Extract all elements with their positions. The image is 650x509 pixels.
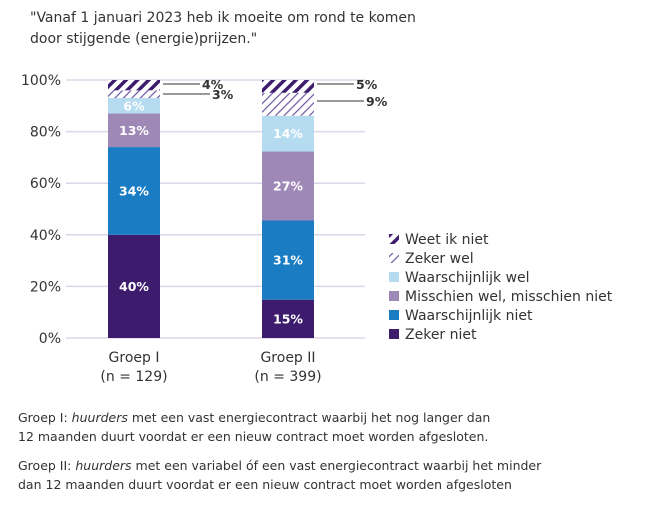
bar-segment [262, 220, 314, 300]
data-label: 15% [273, 311, 303, 326]
x-category-label: Groep II [260, 350, 315, 366]
bar-segment [108, 90, 160, 99]
data-label: 27% [273, 179, 303, 194]
data-label: 4% [202, 77, 224, 92]
legend-swatch [389, 253, 399, 263]
data-label: 6% [123, 98, 145, 113]
bar-segment [108, 80, 160, 91]
legend-swatch [389, 291, 399, 301]
y-tick-label: 60% [30, 176, 61, 192]
legend-label: Misschien wel, misschien niet [405, 289, 613, 305]
x-category-n: (n = 399) [254, 369, 321, 385]
y-tick-label: 0% [39, 331, 61, 347]
legend-swatch [389, 329, 399, 339]
x-category-n: (n = 129) [100, 369, 167, 385]
note-text: met een variabel óf een vast energiecont… [131, 458, 542, 473]
bar-segment [262, 115, 314, 152]
x-category-label: Groep I [109, 350, 160, 366]
bar-segment [262, 299, 314, 338]
note-text: met een vast energiecontract waarbij het… [127, 410, 491, 425]
chart-title: "Vanaf 1 januari 2023 heb ik moeite om r… [30, 8, 470, 50]
bar-segment [108, 147, 160, 235]
note-emphasis: huurders [75, 458, 132, 473]
legend-swatch [389, 272, 399, 282]
data-label: 31% [273, 253, 303, 268]
legend-label: Weet ik niet [405, 232, 489, 248]
data-label: 5% [356, 77, 378, 92]
data-label: 34% [119, 183, 149, 198]
legend-label: Zeker wel [405, 251, 474, 267]
bar-segment [108, 98, 160, 114]
bar-segment [262, 151, 314, 221]
title-line-2: door stijgende (energie)prijzen." [30, 31, 258, 47]
data-label: 9% [366, 94, 388, 109]
legend-swatch [389, 310, 399, 320]
bar-segment [108, 113, 160, 148]
bar-segment [262, 92, 314, 116]
y-tick-label: 40% [30, 228, 61, 244]
note-text-line-2: 12 maanden duurt voordat er een nieuw co… [18, 429, 489, 444]
title-line-1: "Vanaf 1 januari 2023 heb ik moeite om r… [30, 10, 416, 26]
footnote-groep-1: Groep I: huurders met een vast energieco… [18, 408, 638, 446]
data-label: 14% [273, 126, 303, 141]
note-emphasis: huurders [71, 410, 128, 425]
data-label: 13% [119, 123, 149, 138]
note-prefix: Groep II: [18, 458, 76, 473]
note-prefix: Groep I: [18, 410, 72, 425]
legend-label: Zeker niet [405, 327, 477, 343]
y-tick-label: 20% [30, 279, 61, 295]
note-text-line-2: dan 12 maanden duurt voordat er een nieu… [18, 477, 512, 492]
y-tick-label: 100% [21, 73, 61, 89]
bar-segment [262, 80, 314, 93]
legend-swatch [389, 234, 399, 244]
footnote-groep-2: Groep II: huurders met een variabel óf e… [18, 456, 638, 494]
data-label: 3% [212, 87, 234, 102]
stacked-bar-chart: 0% 20% 40% 60% 80% 100% 40% 34% 13% 6% 3%4% Groep I… [21, 73, 613, 385]
legend-label: Waarschijnlijk wel [405, 270, 530, 286]
bar-segment [108, 234, 160, 338]
data-label: 40% [119, 279, 149, 294]
y-tick-label: 80% [30, 125, 61, 141]
legend-label: Waarschijnlijk niet [405, 308, 533, 324]
